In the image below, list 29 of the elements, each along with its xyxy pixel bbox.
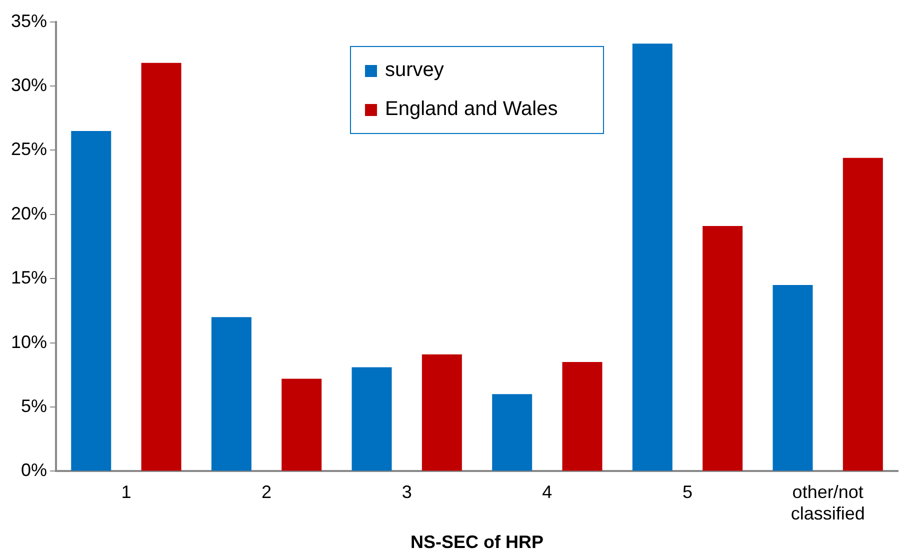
x-tick-label: 3 [402, 482, 412, 502]
legend-label: survey [385, 59, 444, 82]
x-axis-title: NS-SEC of HRP [410, 532, 544, 552]
y-tick-label: 35% [10, 10, 48, 31]
bar [141, 62, 182, 471]
bar [352, 367, 392, 471]
bar [211, 317, 252, 471]
bar [632, 44, 672, 471]
y-tick-label: 15% [10, 268, 48, 288]
bar [422, 354, 462, 471]
bar [842, 158, 883, 471]
x-tick-label: 2 [262, 482, 272, 502]
bar [772, 285, 813, 471]
x-tick-label: 1 [121, 482, 132, 502]
bar [702, 226, 743, 471]
bar [71, 130, 112, 471]
x-tick-label: other/not classified [790, 482, 865, 524]
bar [282, 378, 322, 471]
y-tick-label: 5% [21, 396, 48, 416]
y-tick-label: 0% [21, 460, 48, 480]
y-tick-label: 20% [10, 203, 48, 224]
y-tick-label: 10% [10, 332, 48, 352]
x-tick-label: 5 [682, 482, 693, 502]
bar [492, 394, 532, 471]
bar [562, 362, 602, 471]
x-tick-label: 4 [542, 482, 552, 502]
legend-label: England and Wales [385, 98, 558, 121]
y-tick-label: 30% [10, 74, 48, 95]
y-tick-label: 25% [10, 139, 48, 160]
